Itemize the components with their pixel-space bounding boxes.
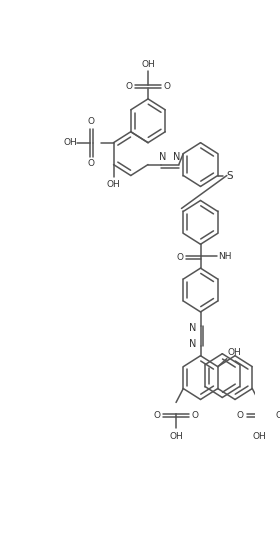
Text: OH: OH — [63, 138, 77, 147]
Text: O: O — [153, 411, 160, 421]
Text: O: O — [192, 411, 199, 421]
Text: OH: OH — [253, 432, 266, 441]
Text: OH: OH — [107, 180, 120, 189]
Text: N: N — [189, 323, 196, 333]
Text: N: N — [173, 152, 181, 162]
Text: NH: NH — [218, 252, 232, 261]
Text: S: S — [226, 171, 233, 181]
Text: N: N — [159, 152, 166, 162]
Text: OH: OH — [169, 432, 183, 441]
Text: O: O — [176, 253, 183, 262]
Text: OH: OH — [141, 60, 155, 68]
Text: N: N — [189, 339, 196, 349]
Text: O: O — [125, 82, 132, 91]
Text: OH: OH — [227, 348, 241, 357]
Text: O: O — [275, 411, 280, 421]
Text: O: O — [88, 159, 95, 168]
Text: O: O — [164, 82, 171, 91]
Text: O: O — [237, 411, 244, 421]
Text: O: O — [88, 117, 95, 126]
